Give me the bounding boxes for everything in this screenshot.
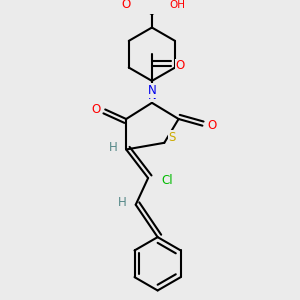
Text: H: H xyxy=(109,141,117,154)
Text: O: O xyxy=(207,119,217,132)
Text: O: O xyxy=(122,0,131,11)
Text: N: N xyxy=(148,89,156,102)
Text: O: O xyxy=(176,59,185,72)
Text: O: O xyxy=(91,103,100,116)
Text: H: H xyxy=(118,196,127,209)
Text: OH: OH xyxy=(169,0,186,10)
Text: S: S xyxy=(168,130,175,144)
Text: Cl: Cl xyxy=(161,174,173,188)
Text: N: N xyxy=(148,84,156,97)
